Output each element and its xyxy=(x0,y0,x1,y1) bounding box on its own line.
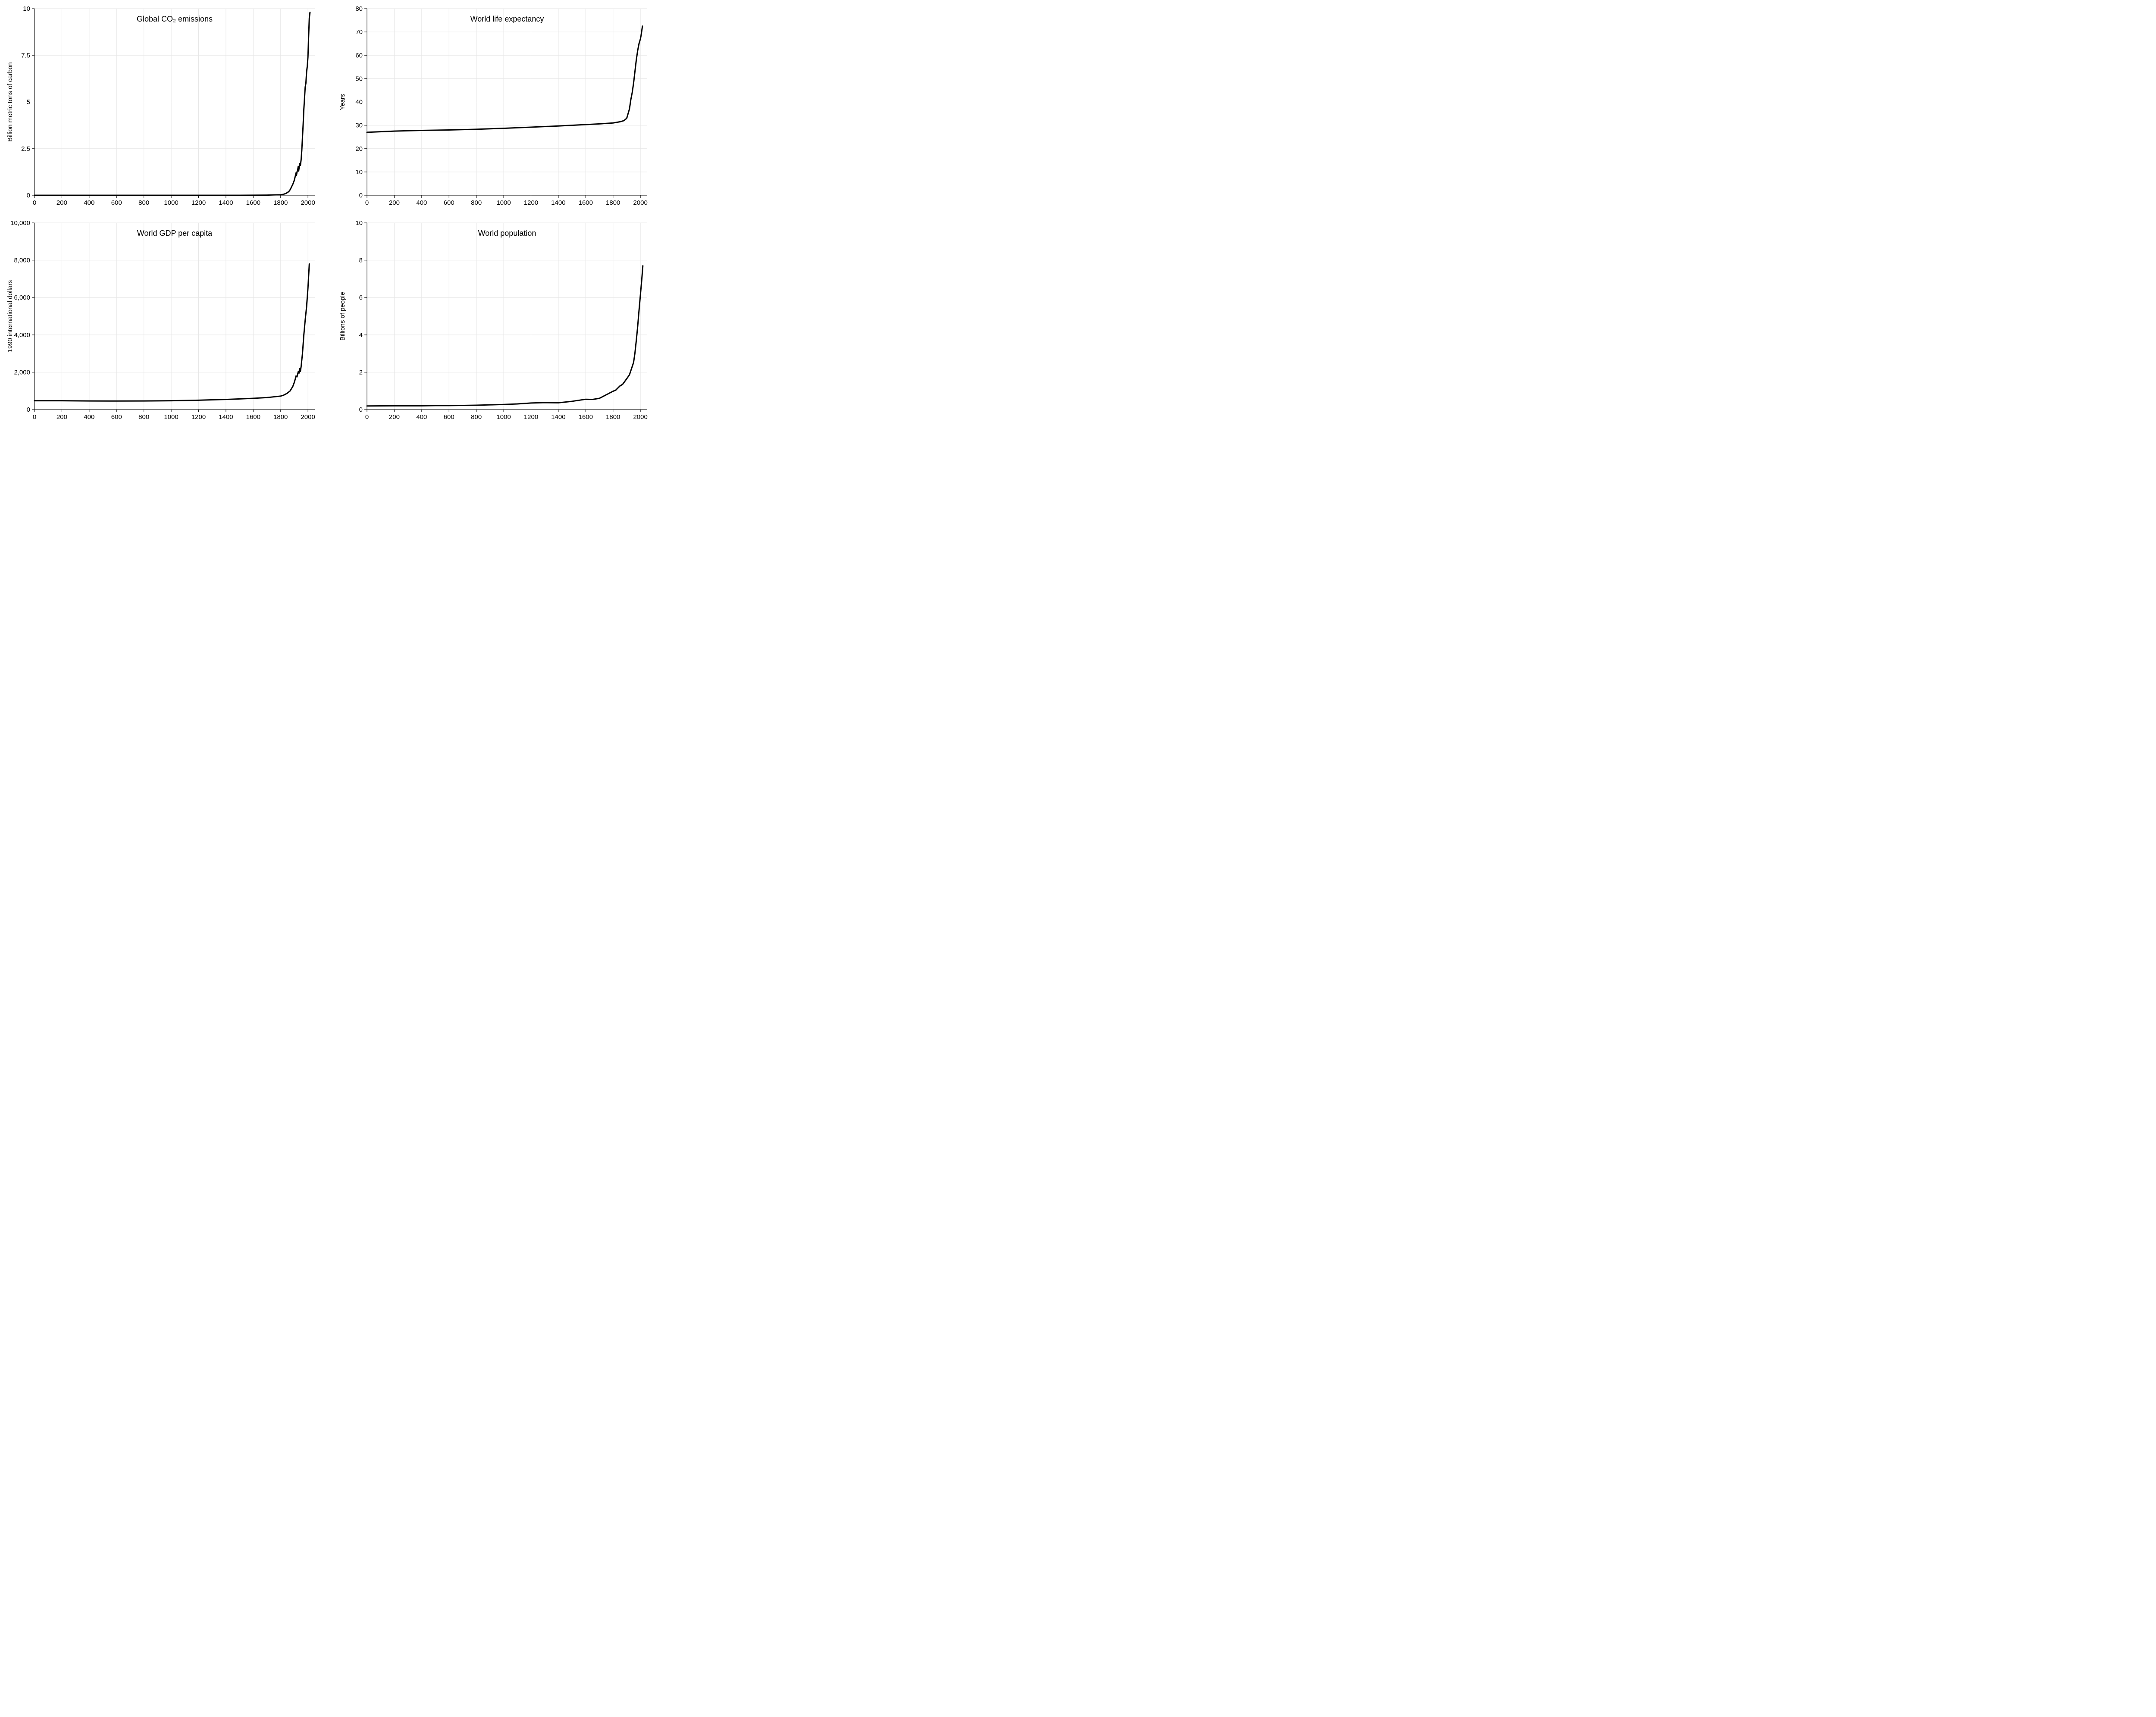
x-tick-label: 800 xyxy=(138,413,149,421)
x-tick-label: 2000 xyxy=(633,199,647,206)
x-tick-label: 1600 xyxy=(579,199,593,206)
y-axis-label: 1990 international dollars xyxy=(6,280,14,353)
x-tick-label: 1600 xyxy=(579,413,593,421)
y-tick-label: 4 xyxy=(359,332,363,339)
y-tick-label: 70 xyxy=(355,28,363,36)
x-tick-label: 400 xyxy=(416,413,427,421)
x-tick-label: 200 xyxy=(389,199,400,206)
y-tick-label: 0 xyxy=(27,406,30,413)
chart-panel-gdp: 0 200 400 600 800 1000 1200 1400 1600 1800 2000 0 2,… xyxy=(4,219,320,424)
y-tick-label: 10 xyxy=(355,169,363,176)
x-tick-label: 1800 xyxy=(273,413,288,421)
data-series xyxy=(367,26,642,132)
y-tick-label: 4,000 xyxy=(14,332,30,339)
y-tick-label: 8,000 xyxy=(14,257,30,264)
x-tick-label: 600 xyxy=(111,199,122,206)
x-tick-label: 800 xyxy=(138,199,149,206)
chart-title: Global CO₂ emissions xyxy=(137,15,213,23)
x-tick-label: 600 xyxy=(444,413,454,421)
y-tick-label: 6,000 xyxy=(14,294,30,301)
chart-title: World life expectancy xyxy=(470,15,544,23)
x-tick-label: 1600 xyxy=(246,413,260,421)
x-tick-label: 1400 xyxy=(219,413,233,421)
data-series xyxy=(34,264,309,401)
chart-panel-life: 0 200 400 600 800 1000 1200 1400 1600 1800 2000 0 10… xyxy=(337,4,652,210)
chart-title: World GDP per capita xyxy=(137,229,213,238)
chart-panel-co2: 0 200 400 600 800 1000 1200 1400 1600 1800 2000 0 2.… xyxy=(4,4,320,210)
data-series xyxy=(367,266,643,406)
x-tick-label: 600 xyxy=(111,413,122,421)
y-axis-label: Billions of people xyxy=(339,292,346,341)
x-tick-label: 400 xyxy=(84,413,94,421)
y-tick-label: 2.5 xyxy=(21,145,30,153)
x-tick-label: 1600 xyxy=(246,199,260,206)
x-tick-label: 200 xyxy=(56,413,67,421)
x-tick-label: 1200 xyxy=(191,199,206,206)
x-tick-label: 0 xyxy=(365,199,369,206)
y-tick-label: 10,000 xyxy=(10,219,30,227)
y-tick-label: 0 xyxy=(359,406,363,413)
y-tick-label: 6 xyxy=(359,294,363,301)
y-tick-label: 5 xyxy=(27,99,30,106)
y-tick-label: 10 xyxy=(23,5,30,13)
x-tick-label: 1200 xyxy=(524,199,538,206)
x-tick-label: 1800 xyxy=(273,199,288,206)
x-tick-label: 1000 xyxy=(164,199,178,206)
chart-panel-pop: 0 200 400 600 800 1000 1200 1400 1600 1800 2000 0 2 4… xyxy=(337,219,652,424)
y-tick-label: 2 xyxy=(359,369,363,376)
y-tick-label: 20 xyxy=(355,145,363,153)
y-axis-label: Years xyxy=(339,94,346,110)
data-series xyxy=(34,13,310,195)
x-tick-label: 1200 xyxy=(524,413,538,421)
y-tick-label: 2,000 xyxy=(14,369,30,376)
y-tick-label: 0 xyxy=(27,192,30,199)
y-tick-label: 10 xyxy=(355,219,363,227)
y-tick-label: 80 xyxy=(355,5,363,13)
x-tick-label: 1000 xyxy=(496,413,511,421)
x-tick-label: 1200 xyxy=(191,413,206,421)
x-tick-label: 800 xyxy=(471,199,482,206)
x-tick-label: 200 xyxy=(56,199,67,206)
x-tick-label: 0 xyxy=(365,413,369,421)
x-tick-label: 1400 xyxy=(551,199,565,206)
x-tick-label: 1800 xyxy=(606,199,620,206)
y-tick-label: 7.5 xyxy=(21,52,30,59)
y-tick-label: 30 xyxy=(355,122,363,129)
x-tick-label: 200 xyxy=(389,413,400,421)
x-tick-label: 1400 xyxy=(219,199,233,206)
y-tick-label: 50 xyxy=(355,75,363,82)
x-tick-label: 600 xyxy=(444,199,454,206)
x-tick-label: 0 xyxy=(33,199,36,206)
y-tick-label: 8 xyxy=(359,257,363,264)
x-tick-label: 1000 xyxy=(496,199,511,206)
chart-grid: 020040060080010001200140016001800200002.… xyxy=(0,0,658,428)
x-tick-label: 1000 xyxy=(164,413,178,421)
x-tick-label: 1800 xyxy=(606,413,620,421)
chart-title: World population xyxy=(478,229,536,238)
y-axis-label: Billion metric tons of carbon xyxy=(6,62,14,141)
x-tick-label: 0 xyxy=(33,413,36,421)
x-tick-label: 800 xyxy=(471,413,482,421)
x-tick-label: 2000 xyxy=(301,413,315,421)
y-tick-label: 0 xyxy=(359,192,363,199)
x-tick-label: 2000 xyxy=(633,413,647,421)
x-tick-label: 400 xyxy=(416,199,427,206)
x-tick-label: 400 xyxy=(84,199,94,206)
y-tick-label: 40 xyxy=(355,99,363,106)
x-tick-label: 1400 xyxy=(551,413,565,421)
y-tick-label: 60 xyxy=(355,52,363,59)
x-tick-label: 2000 xyxy=(301,199,315,206)
